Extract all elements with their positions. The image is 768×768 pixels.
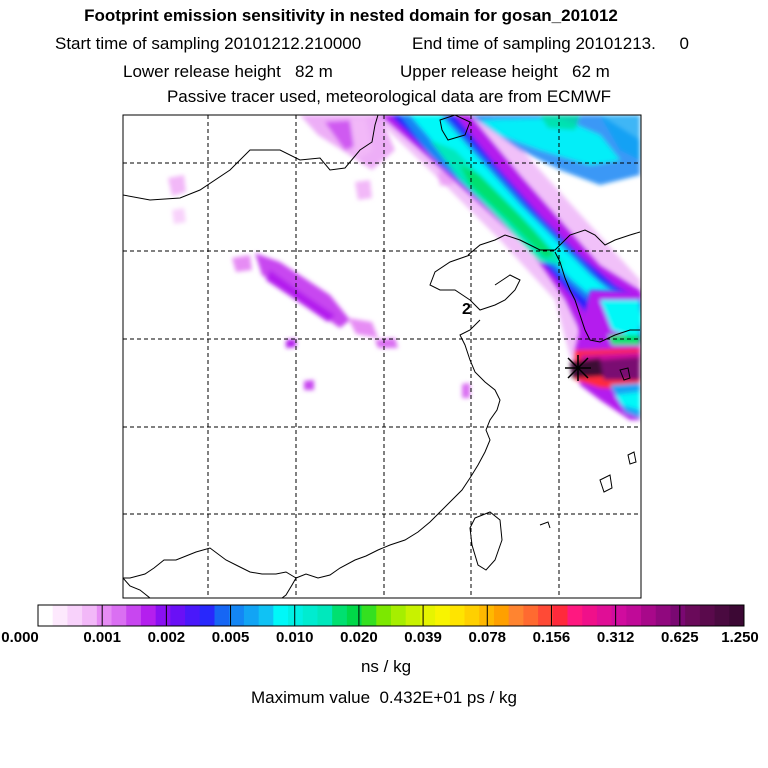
color-swatch [508, 605, 524, 626]
color-swatch [302, 605, 318, 626]
color-swatch [140, 605, 157, 626]
sampling-start-time: Start time of sampling 20101212.210000 [55, 34, 362, 53]
color-swatch [552, 605, 568, 626]
color-scale-tick-label: 0.078 [468, 629, 507, 646]
color-swatch [435, 605, 451, 626]
color-swatch [361, 605, 377, 626]
color-swatch [96, 605, 113, 626]
main-plume [372, 115, 640, 375]
color-swatch [126, 605, 142, 626]
color-scale-bar [37, 604, 745, 627]
color-swatch [493, 605, 510, 626]
color-swatch [243, 605, 260, 626]
receptor-marker-icon [565, 355, 591, 381]
sensitivity-field [168, 115, 640, 420]
receptor-label: 2 [462, 301, 471, 318]
color-scale-units: ns / kg [360, 657, 412, 676]
color-swatch [626, 605, 642, 626]
map-frame [122, 114, 642, 599]
color-scale-tick-label: 0.000 [1, 629, 39, 646]
color-swatch [199, 605, 215, 626]
color-swatch [346, 605, 363, 626]
color-scale-tick-label: 0.039 [404, 629, 442, 646]
lower-release-height: Lower release height 82 m [123, 62, 333, 81]
color-swatch [464, 605, 480, 626]
color-swatch [317, 605, 333, 626]
color-bar-frame [37, 604, 745, 627]
color-scale-tick-label: 0.005 [211, 629, 250, 646]
color-swatch [273, 605, 289, 626]
color-swatch [67, 605, 83, 626]
color-scale-tick-label: 0.312 [596, 629, 635, 646]
color-swatch [567, 605, 583, 626]
tracer-note: Passive tracer used, meteorological data… [166, 87, 612, 106]
color-swatch [449, 605, 466, 626]
color-swatch [214, 605, 230, 626]
color-swatch [655, 605, 671, 626]
color-swatch [596, 605, 613, 626]
color-swatch [155, 605, 171, 626]
color-swatch [582, 605, 598, 626]
color-swatch [611, 605, 627, 626]
color-swatch [729, 605, 745, 626]
color-swatch [391, 605, 407, 626]
color-scale-tick-label: 0.020 [340, 629, 378, 646]
color-swatch [229, 605, 245, 626]
color-swatch [685, 605, 701, 626]
figure-title: Footprint emission sensitivity in nested… [84, 6, 618, 25]
color-swatch [714, 605, 730, 626]
color-swatch [376, 605, 392, 626]
color-swatch [170, 605, 186, 626]
color-swatch [332, 605, 348, 626]
maximum-value: Maximum value 0.432E+01 ps / kg [251, 688, 517, 707]
color-swatch [538, 605, 554, 626]
color-swatch [38, 605, 54, 626]
color-swatch [420, 605, 436, 626]
upper-release-height: Upper release height 62 m [400, 62, 610, 81]
color-swatch [641, 605, 657, 626]
color-scale-tick-label: 0.625 [661, 629, 699, 646]
color-swatch [523, 605, 539, 626]
color-swatch [288, 605, 304, 626]
color-scale-tick-label: 1.250 [721, 629, 759, 646]
color-swatch [52, 605, 68, 626]
color-scale-tick-label: 0.010 [275, 629, 314, 646]
color-swatch [258, 605, 274, 626]
color-scale-tick-label: 0.001 [83, 629, 121, 646]
color-swatch [699, 605, 716, 626]
color-swatch [405, 605, 421, 626]
color-scale-tick-label: 0.002 [147, 629, 186, 646]
color-scale-tick-label: 0.156 [532, 629, 571, 646]
graticule [123, 115, 641, 598]
color-swatch [82, 605, 98, 626]
color-swatch [111, 605, 127, 626]
sampling-end-time: End time of sampling 20101213. 0 [412, 34, 689, 53]
color-swatch [670, 605, 686, 626]
coastlines [123, 115, 641, 598]
color-swatch [185, 605, 201, 626]
